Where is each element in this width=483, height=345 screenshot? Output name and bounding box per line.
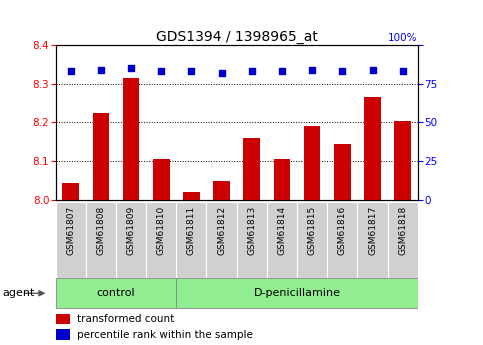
Bar <box>153 159 170 200</box>
Text: D-penicillamine: D-penicillamine <box>254 288 341 298</box>
Bar <box>297 202 327 278</box>
Point <box>369 67 376 72</box>
Text: transformed count: transformed count <box>77 314 174 324</box>
Text: 100%: 100% <box>388 33 418 43</box>
Text: GSM61813: GSM61813 <box>247 206 256 255</box>
Bar <box>213 181 230 200</box>
Bar <box>116 202 146 278</box>
Point <box>97 67 105 72</box>
Bar <box>56 329 70 340</box>
Bar <box>123 78 139 200</box>
Bar <box>93 113 109 200</box>
Point <box>157 68 165 74</box>
Bar <box>176 278 418 308</box>
Point <box>187 68 195 74</box>
Bar <box>274 159 290 200</box>
Bar <box>146 202 176 278</box>
Text: agent: agent <box>2 288 35 298</box>
Point <box>399 68 407 74</box>
Point <box>248 68 256 74</box>
Bar <box>364 97 381 200</box>
Bar <box>183 193 199 200</box>
Text: GSM61810: GSM61810 <box>156 206 166 255</box>
Bar <box>56 278 176 308</box>
Text: GSM61811: GSM61811 <box>187 206 196 255</box>
Title: GDS1394 / 1398965_at: GDS1394 / 1398965_at <box>156 30 318 44</box>
Point <box>308 67 316 72</box>
Bar <box>62 183 79 200</box>
Text: control: control <box>97 288 135 298</box>
Bar <box>267 202 297 278</box>
Bar <box>357 202 388 278</box>
Text: GSM61815: GSM61815 <box>308 206 317 255</box>
Bar <box>56 314 70 324</box>
Text: GSM61808: GSM61808 <box>96 206 105 255</box>
Text: percentile rank within the sample: percentile rank within the sample <box>77 330 253 340</box>
Point <box>67 68 74 74</box>
Bar <box>395 120 411 200</box>
Text: GSM61809: GSM61809 <box>127 206 136 255</box>
Text: GSM61817: GSM61817 <box>368 206 377 255</box>
Bar <box>334 144 351 200</box>
Bar <box>207 202 237 278</box>
Text: GSM61816: GSM61816 <box>338 206 347 255</box>
Bar <box>327 202 357 278</box>
Bar <box>243 138 260 200</box>
Bar <box>388 202 418 278</box>
Point <box>278 68 286 74</box>
Text: GSM61807: GSM61807 <box>66 206 75 255</box>
Bar <box>176 202 207 278</box>
Text: GSM61812: GSM61812 <box>217 206 226 255</box>
Text: GSM61818: GSM61818 <box>398 206 407 255</box>
Text: GSM61814: GSM61814 <box>277 206 286 255</box>
Point <box>127 66 135 71</box>
Bar <box>56 202 86 278</box>
Bar <box>237 202 267 278</box>
Bar <box>86 202 116 278</box>
Point <box>218 70 226 76</box>
Point <box>339 68 346 74</box>
Bar <box>304 126 320 200</box>
